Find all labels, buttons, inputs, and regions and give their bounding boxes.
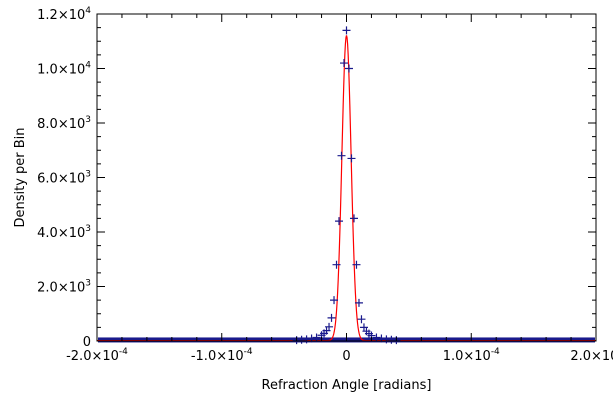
data-point [342,26,351,35]
data-point [302,335,311,344]
tick-label: 8.0×103 [37,115,91,132]
x-axis-title: Refraction Angle [radians] [262,378,432,393]
data-point [337,151,346,160]
y-axis-title: Density per Bin [13,127,28,227]
data-point [344,64,353,73]
fit-curve [97,35,596,342]
tick-label: 0 [342,349,350,364]
data-point [325,322,334,331]
plot-content [97,26,596,345]
tick-label: 1.2×104 [37,6,91,23]
data-point [327,313,336,322]
tick-label: 0 [83,335,91,350]
tick-label: 4.0×103 [37,224,91,241]
data-point [347,154,356,163]
data-point [357,315,366,324]
tick-label: -1.0×10-4 [191,347,253,364]
tick-label: 1.0×10-4 [443,347,500,364]
tick-label: 2.0×103 [37,279,91,296]
tick-label: 1.0×104 [37,61,91,78]
data-point [312,333,321,342]
data-point [335,217,344,226]
tick-label: 2.0×10- [570,347,613,364]
data-point [352,260,361,269]
tick-label: 6.0×103 [37,170,91,187]
data-point [372,333,381,342]
data-point [340,59,349,68]
data-point [330,296,339,305]
data-point [354,298,363,307]
data-point [332,260,341,269]
y-axis: 0 2.0×103 4.0×103 6.0×103 8.0×103 1.0×104 1.2×… [37,6,596,350]
tick-label: -2.0×10-4 [66,347,128,364]
data-point [349,214,358,223]
x-axis: -2.0×10-4 -1.0×10-4 0 1.0×10-4 2.0×10- [66,14,613,364]
